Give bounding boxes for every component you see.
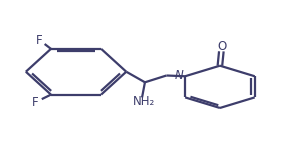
Text: N: N <box>174 69 183 82</box>
Text: F: F <box>32 96 38 109</box>
Text: O: O <box>217 40 226 53</box>
Text: F: F <box>36 34 43 47</box>
Text: NH₂: NH₂ <box>132 95 155 108</box>
